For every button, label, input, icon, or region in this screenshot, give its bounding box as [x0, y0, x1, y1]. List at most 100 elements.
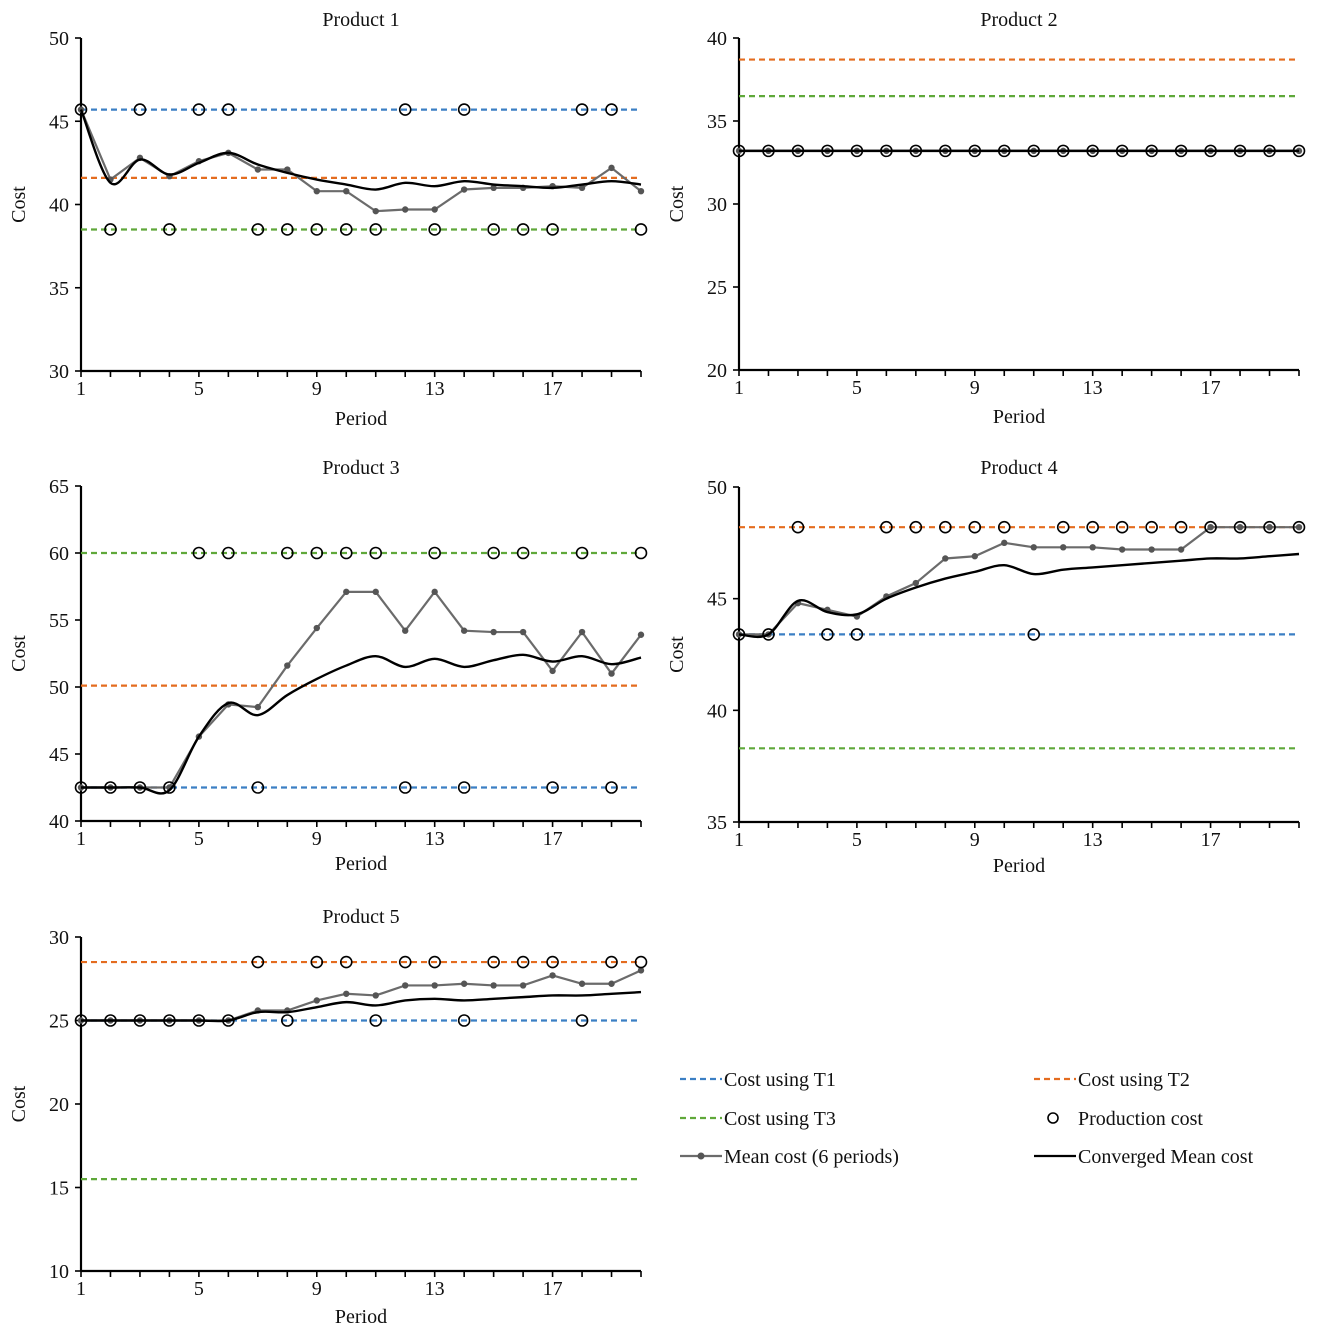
production-cost-point	[634, 955, 648, 969]
production-cost-point	[997, 520, 1011, 534]
production-cost-point	[104, 223, 117, 236]
mean-cost-point	[1236, 524, 1244, 531]
x-tick-label: 5	[194, 1278, 204, 1300]
production-cost-point	[104, 781, 117, 794]
mean-cost-point	[460, 627, 468, 634]
y-tick-label: 50	[49, 28, 69, 50]
legend-t3-label: Cost using T3	[724, 1108, 836, 1130]
y-tick-label: 25	[707, 277, 727, 299]
x-tick-label: 13	[425, 378, 445, 400]
production-cost-point	[1292, 144, 1306, 158]
y-tick-label: 40	[49, 195, 69, 217]
production-cost-point	[791, 144, 805, 158]
legend-t1-label: Cost using T1	[724, 1069, 836, 1091]
y-axis-label: Cost	[8, 186, 30, 223]
x-tick-label: 13	[1083, 377, 1103, 399]
production-cost-point	[487, 955, 500, 969]
mean-cost-point	[431, 588, 438, 596]
mean-cost-point	[549, 972, 556, 979]
legend: Cost using T1 Cost using T2 Cost using T…	[680, 1069, 1254, 1168]
production-cost-point	[605, 103, 618, 116]
production-cost-point	[339, 546, 353, 560]
y-axis-label: Cost	[666, 185, 688, 222]
production-cost-point	[74, 103, 88, 116]
mean-cost-point	[460, 186, 468, 193]
legend-production-swatch	[1047, 1112, 1059, 1124]
production-cost-point	[850, 628, 864, 641]
mean-cost-point	[578, 184, 586, 192]
production-cost-point	[791, 520, 805, 534]
legend-converged-label: Converged Mean cost	[1078, 1146, 1254, 1168]
production-cost-point	[1086, 520, 1099, 534]
mean-cost-point	[971, 553, 978, 560]
mean-cost-point	[490, 628, 497, 636]
mean-cost-point	[372, 588, 379, 596]
mean-cost-point	[1207, 524, 1214, 531]
y-tick-label: 60	[49, 543, 69, 565]
production-cost-point	[997, 144, 1011, 158]
production-cost-point	[909, 144, 923, 158]
mean-cost-point	[284, 166, 291, 173]
production-cost-point	[575, 1014, 589, 1027]
production-cost-point	[133, 1014, 147, 1027]
mean-cost-point	[1148, 546, 1155, 553]
x-tick-label: 13	[425, 828, 445, 850]
x-tick-label: 1	[76, 1278, 86, 1300]
y-tick-label: 15	[49, 1178, 69, 1200]
production-cost-point	[880, 144, 893, 158]
production-cost-point	[968, 144, 982, 158]
production-cost-point	[516, 955, 530, 969]
x-tick-label: 1	[76, 828, 86, 850]
mean-cost-point	[402, 206, 409, 213]
production-cost-point	[1204, 520, 1217, 534]
x-tick-label: 9	[312, 1278, 322, 1300]
series-converged-mean-cost	[80, 990, 642, 1023]
y-tick-label: 50	[49, 677, 69, 699]
production-cost-point	[251, 781, 265, 794]
production-cost-point	[310, 955, 324, 969]
y-tick-label: 40	[49, 811, 69, 833]
mean-cost-point	[431, 982, 438, 989]
production-cost-point	[192, 103, 206, 116]
y-tick-label: 25	[49, 1011, 69, 1033]
mean-cost-point	[284, 662, 291, 669]
y-tick-label: 40	[707, 700, 727, 722]
x-axis-label: Period	[993, 406, 1045, 428]
production-cost-point	[605, 781, 618, 794]
production-cost-point	[310, 223, 324, 236]
mean-cost-point	[313, 997, 320, 1004]
y-tick-label: 65	[49, 476, 69, 498]
y-tick-label: 10	[49, 1261, 69, 1283]
mean-cost-point	[1295, 524, 1303, 531]
production-cost-point	[1086, 144, 1099, 158]
mean-cost-point	[460, 980, 468, 987]
mean-cost-point	[1089, 544, 1096, 551]
production-cost-point	[310, 546, 324, 560]
series-mean-cost-6-periods	[81, 590, 642, 789]
x-tick-label: 5	[852, 829, 862, 851]
production-cost-point	[821, 144, 834, 158]
production-cost-point	[133, 103, 147, 116]
series-mean-cost-6-periods	[79, 109, 642, 213]
production-cost-point	[281, 223, 294, 236]
mean-cost-point	[490, 184, 497, 192]
chart-title: Product 5	[322, 906, 399, 928]
mean-cost-point	[608, 670, 615, 677]
x-axis-label: Period	[335, 408, 387, 430]
chart-title: Product 4	[980, 457, 1057, 479]
mean-cost-point	[343, 990, 350, 997]
production-cost-point	[369, 546, 383, 560]
production-cost-point	[1174, 144, 1188, 158]
y-tick-label: 45	[707, 589, 727, 611]
mean-cost-point	[578, 980, 586, 987]
production-cost-point	[74, 1014, 88, 1027]
production-cost-point	[133, 781, 147, 794]
chart-product-1: Product 1 30 35 40 45 50 1 5 9 13 17 Period Cost	[8, 9, 648, 430]
production-cost-point	[428, 546, 441, 560]
y-tick-label: 45	[49, 111, 69, 133]
chart-product-4: Product 4 35 40 45 50 1 5 9 13 17 Period Cost	[666, 457, 1306, 877]
production-cost-point	[1027, 628, 1041, 641]
production-cost-point	[1145, 520, 1158, 534]
production-cost-point	[222, 1014, 235, 1027]
